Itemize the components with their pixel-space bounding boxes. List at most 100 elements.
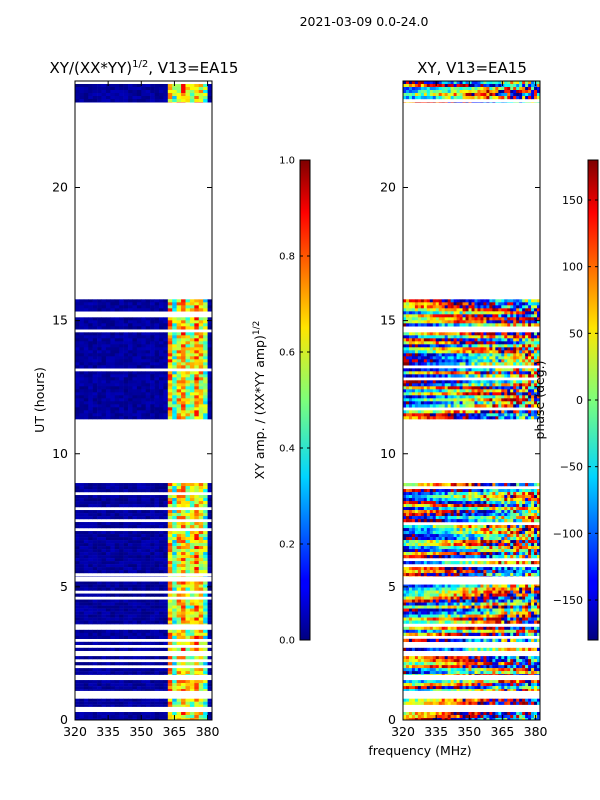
heatmap-cell (525, 593, 529, 597)
heatmap-cell (88, 608, 93, 612)
heatmap-cell (75, 317, 80, 321)
heatmap-cell (420, 659, 425, 663)
heatmap-cell (105, 371, 111, 375)
heatmap-cell (176, 516, 182, 520)
heatmap-cell (75, 486, 80, 490)
heatmap-cell (504, 659, 508, 663)
heatmap-cell (176, 629, 182, 634)
heatmap-cell (185, 371, 191, 375)
heatmap-cell (150, 401, 155, 405)
heatmap-cell (150, 102, 155, 103)
heatmap-cell (471, 495, 475, 499)
heatmap-cell (92, 647, 98, 651)
heatmap-cell (194, 564, 200, 568)
heatmap-cell (154, 555, 160, 559)
heatmap-cell (181, 668, 186, 672)
heatmap-cell (462, 698, 466, 702)
heatmap-cell (504, 712, 508, 716)
heatmap-cell (141, 386, 147, 390)
heatmap-cell (128, 341, 133, 345)
heatmap-cell (97, 93, 102, 97)
heatmap-cell (88, 413, 93, 417)
heatmap-cell (132, 704, 138, 707)
heatmap-cell (435, 701, 440, 705)
heatmap-cell (468, 620, 472, 624)
heatmap-cell (176, 635, 182, 640)
heatmap-cell (167, 395, 173, 399)
heatmap-cell (203, 561, 208, 565)
heatmap-cell (176, 353, 182, 357)
heatmap-cell (75, 552, 80, 556)
heatmap-cell (537, 665, 540, 669)
heatmap-cell (531, 665, 535, 669)
heatmap-cell (114, 668, 120, 672)
heatmap-cell (167, 84, 173, 88)
heatmap-cell (477, 659, 481, 663)
heatmap-cell (128, 389, 133, 393)
heatmap-cell (110, 647, 116, 651)
heatmap-cell (101, 513, 107, 517)
heatmap-cell (194, 341, 200, 345)
heatmap-cell (483, 715, 487, 719)
heatmap-cell (176, 599, 182, 603)
heatmap-cell (150, 718, 155, 720)
heatmap-cell (501, 584, 505, 588)
heatmap-cell (110, 332, 116, 336)
heatmap-cell (163, 377, 169, 381)
heatmap-cell (163, 317, 169, 321)
heatmap-cell (417, 671, 422, 675)
heatmap-cell (513, 611, 517, 615)
heatmap-cell (119, 641, 124, 646)
heatmap-cell (83, 564, 89, 568)
heatmap-cell (163, 341, 169, 345)
heatmap-cell (489, 638, 493, 643)
heatmap-cell (105, 410, 111, 414)
heatmap-cell (471, 680, 475, 684)
heatmap-cell (119, 602, 124, 606)
heatmap-cell (136, 510, 142, 514)
heatmap-cell (167, 549, 173, 553)
heatmap-cell (423, 668, 428, 672)
heatmap-cell (132, 483, 138, 487)
heatmap-cell (110, 395, 116, 399)
heatmap-cell (444, 632, 448, 637)
heatmap-cell (483, 698, 487, 702)
heatmap-cell (141, 534, 147, 538)
heatmap-cell (181, 605, 186, 609)
heatmap-cell (203, 102, 208, 103)
heatmap-cell (483, 489, 487, 493)
heatmap-cell (198, 671, 204, 675)
heatmap-cell (123, 689, 129, 691)
heatmap-cell (75, 401, 80, 405)
heatmap-cell (88, 581, 93, 585)
heatmap-cell (79, 581, 85, 585)
heatmap-cell (456, 701, 460, 705)
heatmap-cell (444, 629, 448, 634)
heatmap-cell (525, 668, 529, 672)
heatmap-cell (453, 671, 457, 675)
heatmap-cell (194, 407, 200, 411)
heatmap-cell (207, 102, 212, 103)
heatmap-cell (185, 555, 191, 559)
heatmap-cell (114, 374, 120, 378)
heatmap-cell (194, 641, 200, 646)
heatmap-cell (79, 629, 85, 634)
heatmap-cell (525, 647, 529, 651)
heatmap-cell (185, 635, 191, 640)
heatmap-cell (105, 96, 111, 100)
heatmap-cell (88, 383, 93, 387)
heatmap-cell (119, 555, 124, 559)
heatmap-cell (185, 353, 191, 357)
heatmap-cell (150, 362, 155, 366)
heatmap-cell (105, 570, 111, 574)
heatmap-cell (198, 371, 204, 375)
heatmap-cell (456, 683, 460, 687)
heatmap-cell (132, 540, 138, 544)
heatmap-cell (114, 299, 120, 303)
heatmap-cell (88, 299, 93, 303)
heatmap-cell (495, 608, 499, 612)
heatmap-cell (495, 620, 499, 624)
heatmap-cell (83, 552, 89, 556)
heatmap-cell (172, 629, 177, 634)
heatmap-cell (486, 584, 490, 588)
